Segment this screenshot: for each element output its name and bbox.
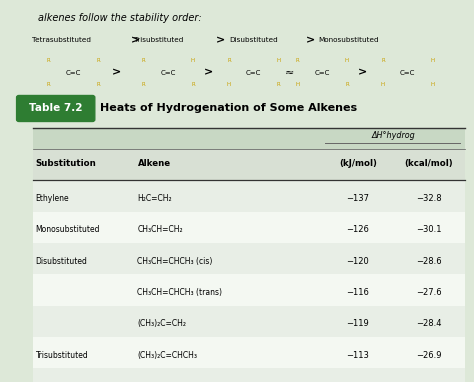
Text: H: H [430, 58, 434, 63]
Text: C=C: C=C [161, 70, 176, 76]
Text: Trisubstituted: Trisubstituted [134, 37, 183, 43]
Text: −28.6: −28.6 [416, 257, 442, 265]
Bar [33, 306, 465, 337]
Text: H: H [430, 82, 434, 87]
Bar [33, 337, 465, 368]
Text: Monosubstituted: Monosubstituted [36, 225, 100, 234]
Text: Monosubstituted: Monosubstituted [318, 37, 379, 43]
Text: −32.8: −32.8 [416, 194, 442, 203]
Text: −30.1: −30.1 [416, 225, 442, 234]
Text: >: > [358, 68, 367, 78]
Bar [33, 149, 465, 180]
Text: H: H [191, 58, 195, 63]
Text: −126: −126 [346, 225, 369, 234]
Text: Table 7.2: Table 7.2 [29, 104, 82, 113]
Text: Substitution: Substitution [36, 159, 96, 168]
Text: alkenes follow the stability order:: alkenes follow the stability order: [38, 13, 201, 23]
Text: H: H [276, 58, 280, 63]
Text: C=C: C=C [315, 70, 330, 76]
Text: −26.9: −26.9 [416, 351, 442, 359]
Text: H: H [227, 82, 231, 87]
Text: R: R [276, 82, 280, 87]
Text: H: H [381, 82, 385, 87]
Text: H: H [296, 82, 300, 87]
Text: (kcal/mol): (kcal/mol) [405, 159, 453, 168]
Text: C=C: C=C [66, 70, 81, 76]
Text: R: R [191, 82, 195, 87]
Text: (CH₃)₂C=CH₂: (CH₃)₂C=CH₂ [137, 319, 186, 328]
Text: (kJ/mol): (kJ/mol) [339, 159, 377, 168]
Text: −116: −116 [346, 288, 369, 297]
Text: H: H [345, 58, 349, 63]
Bar [33, 212, 465, 243]
Text: R: R [96, 82, 100, 87]
Text: CH₃CH=CH₂: CH₃CH=CH₂ [137, 225, 183, 234]
Text: −113: −113 [346, 351, 369, 359]
Text: CH₃CH=CHCH₃ (trans): CH₃CH=CHCH₃ (trans) [137, 288, 222, 297]
Text: >: > [111, 68, 121, 78]
Text: C=C: C=C [400, 70, 415, 76]
Text: −120: −120 [346, 257, 369, 265]
Text: (CH₃)₂C=CHCH₃: (CH₃)₂C=CHCH₃ [137, 351, 198, 359]
Text: R: R [47, 82, 51, 87]
Text: R: R [47, 58, 51, 63]
Text: Disubstituted: Disubstituted [36, 257, 87, 265]
Text: Trisubstituted: Trisubstituted [36, 351, 88, 359]
Text: −27.6: −27.6 [416, 288, 442, 297]
Text: >: > [306, 35, 315, 45]
Bar [33, 368, 465, 382]
Text: Heats of Hydrogenation of Some Alkenes: Heats of Hydrogenation of Some Alkenes [100, 104, 356, 113]
Text: Alkene: Alkene [137, 159, 171, 168]
Text: R: R [142, 82, 146, 87]
Text: −28.4: −28.4 [416, 319, 442, 328]
Text: R: R [345, 82, 349, 87]
Text: >: > [216, 35, 225, 45]
Text: −137: −137 [346, 194, 369, 203]
Text: >: > [130, 35, 140, 45]
Bar [33, 274, 465, 306]
Text: Tetrasubstituted: Tetrasubstituted [32, 37, 91, 43]
Text: H₂C=CH₂: H₂C=CH₂ [137, 194, 172, 203]
Text: >: > [204, 68, 213, 78]
Text: −119: −119 [346, 319, 369, 328]
Text: ΔH°hydrog: ΔH°hydrog [372, 131, 415, 141]
Text: R: R [142, 58, 146, 63]
Text: Disubstituted: Disubstituted [229, 37, 278, 43]
Text: R: R [381, 58, 385, 63]
Bar [33, 243, 465, 274]
FancyBboxPatch shape [17, 96, 95, 121]
Text: R: R [227, 58, 231, 63]
Text: C=C: C=C [246, 70, 261, 76]
Bar [33, 128, 465, 382]
Text: R: R [296, 58, 300, 63]
Text: ≈: ≈ [284, 68, 294, 78]
Bar [33, 180, 465, 212]
Bar [33, 128, 465, 149]
Text: Ethylene: Ethylene [36, 194, 69, 203]
Text: R: R [96, 58, 100, 63]
Text: CH₃CH=CHCH₃ (cis): CH₃CH=CHCH₃ (cis) [137, 257, 213, 265]
